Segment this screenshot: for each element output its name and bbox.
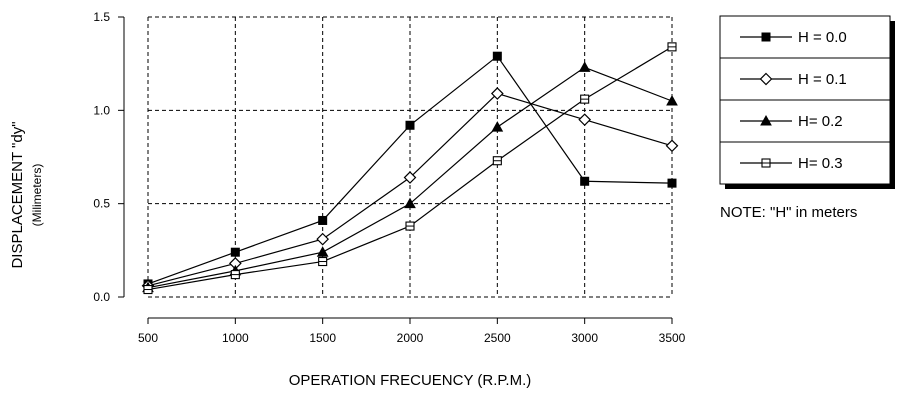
x-tick-label: 1000	[222, 331, 249, 345]
x-tick-label: 3500	[659, 331, 686, 345]
x-tick-label: 2000	[397, 331, 424, 345]
legend-marker-1	[759, 72, 773, 86]
data-point-1-6	[665, 139, 679, 153]
legend-label-0: H = 0.0	[798, 29, 847, 46]
series-1	[141, 87, 679, 293]
legend-label-2: H= 0.2	[798, 113, 843, 130]
x-tick-label: 2500	[484, 331, 511, 345]
data-point-3-1	[230, 270, 240, 280]
legend-label-1: H = 0.1	[798, 71, 847, 88]
legend-marker-0	[761, 32, 771, 42]
data-point-3-2	[318, 256, 328, 267]
data-point-2-3	[404, 197, 416, 209]
y-axis-label: DISPLACEMENT "dy"	[9, 121, 26, 268]
legend-label-3: H= 0.3	[798, 155, 843, 172]
data-point-1-5	[578, 113, 592, 127]
axes	[118, 16, 673, 324]
data-point-3-0	[143, 284, 153, 295]
data-point-0-1	[230, 247, 240, 257]
series-3	[143, 42, 677, 295]
data-point-2-4	[491, 121, 504, 132]
data-point-0-6	[667, 178, 677, 188]
data-point-1-4	[490, 87, 504, 100]
legend: H = 0.0 H = 0.1 H= 0.2 H= 0.3	[719, 15, 895, 189]
x-tick-label: 1500	[309, 331, 336, 345]
data-point-3-4	[492, 156, 502, 166]
data-point-1-2	[316, 232, 330, 246]
data-point-3-3	[405, 221, 415, 231]
legend-marker-3	[761, 158, 771, 168]
data-point-2-6	[666, 94, 678, 106]
y-tick-label: 1.5	[93, 10, 110, 24]
data-point-0-2	[318, 215, 328, 225]
data-point-3-5	[580, 94, 590, 104]
data-point-0-3	[405, 120, 415, 130]
x-tick-label: 500	[138, 331, 158, 345]
tick-labels: 0.0 0.5 1.0 1.5 500 1000 1500 2000 2500 3000 3500	[93, 10, 685, 345]
y-tick-label: 1.0	[93, 103, 110, 117]
data-point-2-2	[316, 246, 329, 257]
x-tick-label: 3000	[571, 331, 598, 345]
y-axis-sublabel: (Milimeters)	[30, 164, 44, 227]
data-point-1-3	[403, 171, 417, 184]
data-point-3-6	[667, 42, 677, 52]
x-axis-label: OPERATION FRECUENCY (R.P.M.)	[289, 372, 532, 389]
data-point-2-5	[578, 61, 591, 72]
y-tick-label: 0.0	[93, 290, 110, 304]
data-point-0-5	[580, 176, 590, 186]
y-tick-label: 0.5	[93, 197, 110, 211]
legend-note: NOTE: "H" in meters	[720, 204, 857, 221]
series-group	[141, 42, 679, 295]
legend-marker-2	[760, 114, 772, 126]
data-point-0-4	[492, 51, 502, 61]
